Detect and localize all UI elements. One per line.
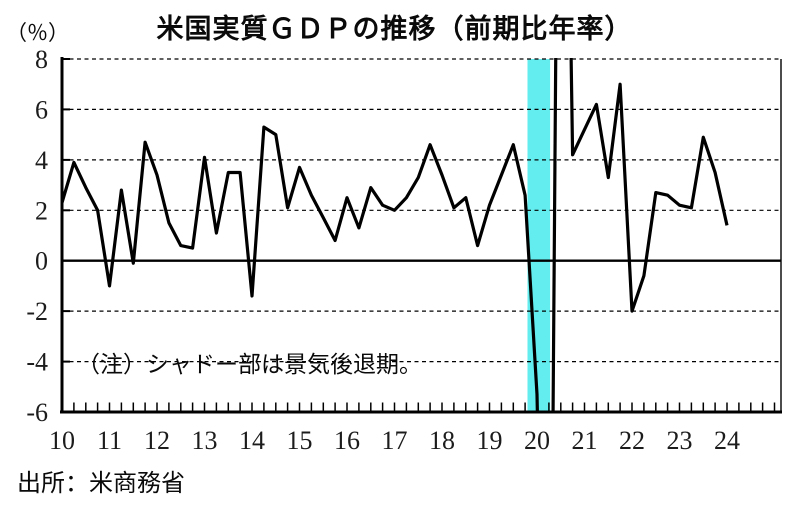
- recession-band: [527, 59, 551, 412]
- x-tick-label-12: 12: [144, 426, 170, 455]
- chart-title: 米国実質ＧＤＰの推移（前期比年率）: [156, 14, 633, 44]
- y-axis-unit-label: （％）: [6, 21, 69, 45]
- x-tick-label-13: 13: [192, 426, 218, 455]
- x-tick-label-16: 16: [334, 426, 360, 455]
- y-tick-label-6: 6: [35, 95, 48, 124]
- x-tick-label-15: 15: [287, 426, 313, 455]
- x-tick-label-19: 19: [477, 426, 503, 455]
- x-tick-label-20: 20: [524, 426, 550, 455]
- x-tick-label-10: 10: [49, 426, 75, 455]
- y-tick-labels: 8 6 4 2 0 -2 -4 -6: [26, 45, 48, 427]
- gdp-growth-polyline: [61, 58, 729, 413]
- y-tick-label-2: 2: [35, 196, 48, 225]
- y-tick-label-0: 0: [35, 247, 48, 276]
- gridlines: [62, 58, 781, 363]
- y-tick-label-4: 4: [35, 146, 48, 175]
- x-tick-label-14: 14: [239, 426, 265, 455]
- x-tick-label-23: 23: [667, 426, 693, 455]
- gdp-data-line: [61, 58, 729, 413]
- y-tick-label--2: -2: [26, 297, 48, 326]
- y-tick-label--4: -4: [26, 348, 48, 377]
- x-tick-label-11: 11: [97, 426, 122, 455]
- chart-note: （注）シャドー部は景気後退期。: [77, 352, 422, 377]
- y-tick-label--6: -6: [26, 398, 48, 427]
- x-tick-label-22: 22: [619, 426, 645, 455]
- y-tick-label-8: 8: [35, 45, 48, 74]
- axis-frame: [60, 57, 782, 414]
- chart-source: 出所：米商務省: [17, 471, 185, 497]
- x-tick-label-24: 24: [714, 426, 740, 455]
- x-tick-label-21: 21: [572, 426, 598, 455]
- x-tick-labels: 10 11 12 13 14 15 16 17 18 19 20 21 22 23 24: [49, 426, 740, 455]
- x-tick-label-17: 17: [382, 426, 408, 455]
- recession-band-rect: [527, 59, 551, 412]
- x-tick-label-18: 18: [429, 426, 455, 455]
- axis-ticks: [61, 58, 776, 411]
